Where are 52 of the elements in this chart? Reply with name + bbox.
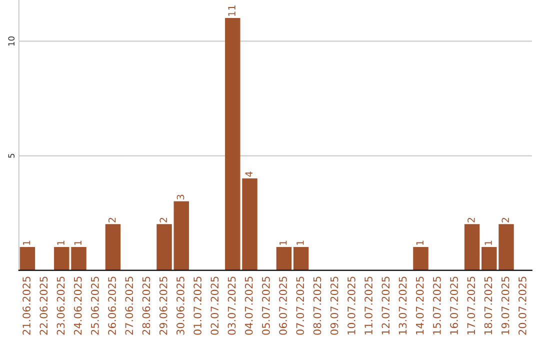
data-label: 4 [245, 172, 252, 177]
data-label: 2 [108, 218, 116, 222]
x-tick-label: 27.06.2025 [125, 276, 134, 335]
x-tick-label: 25.06.2025 [90, 276, 99, 335]
x-tick-label: 02.07.2025 [210, 276, 219, 335]
x-tick-label: 10.07.2025 [347, 276, 356, 334]
data-label: 1 [280, 240, 287, 245]
y-tick-label: 5 [8, 154, 15, 158]
x-tick-label: 15.07.2025 [432, 276, 441, 334]
x-tick-label: 12.07.2025 [382, 276, 390, 334]
data-label: 1 [484, 240, 492, 245]
x-tick-label: 06.07.2025 [279, 276, 287, 335]
x-tick-label: 08.07.2025 [313, 276, 322, 335]
bar [105, 224, 121, 270]
x-tick-label: 11.07.2025 [364, 276, 372, 334]
data-label: 1 [296, 240, 304, 245]
x-tick-label: 18.07.2025 [484, 276, 492, 334]
x-tick-label: 05.07.2025 [262, 276, 270, 335]
x-tick-label: 01.07.2025 [194, 276, 202, 335]
data-label: 3 [176, 194, 184, 200]
data-label: 2 [502, 218, 509, 222]
data-label: 1 [23, 240, 30, 245]
x-tick-label: 21.06.2025 [22, 276, 30, 335]
x-tick-label: 13.07.2025 [398, 276, 407, 334]
x-tick-label: 16.07.2025 [450, 276, 458, 334]
x-tick-label: 17.07.2025 [467, 276, 476, 334]
bar [293, 247, 309, 270]
x-tick-label: 04.07.2025 [244, 276, 253, 335]
x-tick-label: 28.06.2025 [142, 276, 150, 335]
x-tick-label: 24.06.2025 [74, 276, 82, 335]
bar [464, 224, 480, 270]
x-tick-label: 20.07.2025 [518, 276, 526, 335]
bar [413, 247, 428, 270]
x-tick-label: 09.07.2025 [330, 276, 338, 335]
x-tick-label: 22.06.2025 [40, 276, 48, 335]
data-label: 1 [74, 240, 82, 245]
data-label: 2 [160, 218, 167, 222]
bar [276, 247, 292, 270]
x-tick-label: 07.07.2025 [296, 276, 304, 335]
x-tick-label: 23.06.2025 [56, 276, 65, 335]
x-tick-label: 29.06.2025 [159, 276, 168, 335]
data-label: 11 [228, 5, 236, 16]
data-label: 1 [416, 240, 424, 245]
x-tick-label: 03.07.2025 [228, 276, 236, 335]
x-tick-label: 26.06.2025 [108, 276, 116, 335]
x-tick-label: 14.07.2025 [416, 276, 424, 334]
data-label: 1 [57, 240, 64, 245]
x-tick-label: 19.07.2025 [501, 276, 510, 334]
data-label: 2 [468, 218, 475, 222]
bar [20, 247, 36, 270]
y-tick-label: 10 [8, 36, 15, 46]
x-tick-label: 30.06.2025 [176, 276, 184, 335]
